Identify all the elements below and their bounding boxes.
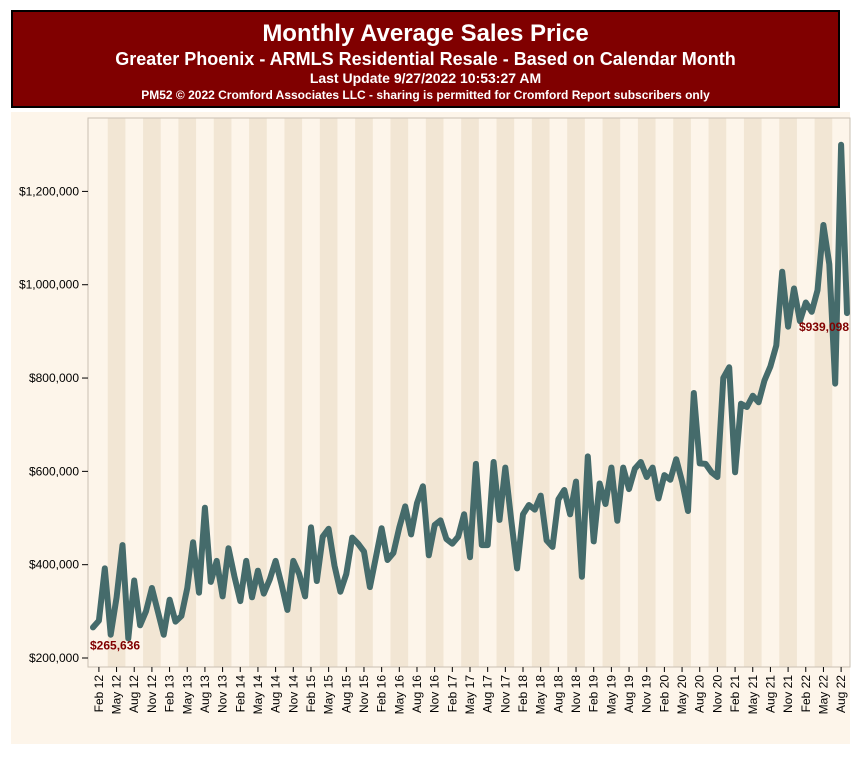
x-tick-label: Nov 18 — [569, 675, 583, 713]
y-tick-label: $600,000 — [29, 464, 79, 478]
chart-title: Monthly Average Sales Price — [262, 20, 589, 47]
x-tick-label: Nov 17 — [498, 675, 512, 713]
x-tick-label: Feb 15 — [304, 675, 318, 713]
x-tick-label: Nov 14 — [286, 675, 300, 713]
month-band — [531, 118, 550, 667]
month-band — [143, 118, 161, 667]
month-band — [284, 118, 303, 667]
month-band — [496, 118, 515, 667]
series-line — [90, 141, 850, 642]
x-tick-label: Aug 19 — [622, 675, 636, 713]
x-tick-label: Feb 20 — [657, 675, 671, 713]
x-tick-label: Feb 17 — [445, 675, 459, 713]
month-band — [390, 118, 409, 667]
value-annotation: $939,098 — [799, 320, 849, 334]
x-tick-label: May 19 — [604, 675, 618, 715]
x-tick-label: May 15 — [322, 675, 336, 715]
month-band — [637, 118, 656, 667]
x-tick-label: Nov 13 — [216, 675, 230, 713]
x-tick-label: May 14 — [251, 675, 265, 715]
month-band — [178, 118, 197, 667]
x-axis: Feb 12 May 12 Aug 12 Nov 12 Feb 13 May 13 Aug … — [92, 667, 848, 714]
x-tick-label: Aug 17 — [481, 675, 495, 713]
chart-subtitle: Greater Phoenix - ARMLS Residential Resa… — [115, 49, 736, 69]
chart-header: Monthly Average Sales Price Greater Phoe… — [11, 10, 840, 108]
x-tick-label: May 20 — [675, 675, 689, 715]
y-tick-label: $1,000,000 — [19, 278, 79, 292]
month-band — [107, 118, 126, 667]
x-tick-label: Feb 18 — [516, 675, 530, 713]
x-tick-label: Aug 20 — [693, 675, 707, 713]
x-tick-label: May 13 — [180, 675, 194, 715]
y-axis: $200,000 $400,000 $600,000 $800,000 $1,000,0… — [19, 184, 88, 665]
month-band — [213, 118, 232, 667]
x-tick-label: May 12 — [110, 675, 124, 715]
x-tick-label: May 18 — [534, 675, 548, 715]
value-annotation: $265,636 — [90, 638, 140, 652]
x-tick-label: May 22 — [816, 675, 830, 715]
month-band — [355, 118, 373, 667]
y-tick-label: $200,000 — [29, 651, 79, 665]
month-band — [425, 118, 444, 667]
x-tick-label: Feb 21 — [728, 675, 742, 713]
x-tick-label: Nov 12 — [145, 675, 159, 713]
x-tick-label: Aug 22 — [834, 675, 848, 713]
x-tick-label: May 16 — [392, 675, 406, 715]
x-tick-label: Aug 13 — [198, 675, 212, 713]
x-tick-label: Feb 12 — [92, 675, 106, 713]
x-tick-label: Feb 13 — [163, 675, 177, 713]
sales-price-chart: $200,000 $400,000 $600,000 $800,000 $1,000,0… — [11, 112, 851, 744]
x-tick-label: Nov 16 — [428, 675, 442, 713]
month-band — [249, 118, 267, 667]
x-tick-label: Aug 18 — [551, 675, 565, 713]
x-tick-label: Aug 14 — [269, 675, 283, 713]
month-band — [567, 118, 585, 667]
x-tick-label: May 21 — [746, 675, 760, 715]
month-band — [814, 118, 833, 667]
month-band — [743, 118, 762, 667]
month-band — [779, 118, 797, 667]
x-tick-label: Feb 14 — [233, 675, 247, 713]
x-tick-label: Nov 15 — [357, 675, 371, 713]
plot-area-border — [87, 117, 851, 668]
x-tick-label: Feb 19 — [587, 675, 601, 713]
x-tick-label: Aug 15 — [339, 675, 353, 713]
x-tick-label: Nov 19 — [640, 675, 654, 713]
month-band — [319, 118, 338, 667]
month-band — [461, 118, 479, 667]
y-tick-label: $800,000 — [29, 371, 79, 385]
y-tick-label: $400,000 — [29, 558, 79, 572]
x-tick-label: Nov 20 — [710, 675, 724, 713]
annotations: $265,636 $939,098 — [90, 320, 849, 652]
x-tick-label: Aug 12 — [127, 675, 141, 713]
x-tick-label: Aug 16 — [410, 675, 424, 713]
x-tick-label: Feb 22 — [799, 675, 813, 713]
x-tick-label: Nov 21 — [781, 675, 795, 713]
x-tick-label: Aug 21 — [763, 675, 777, 713]
y-tick-label: $1,200,000 — [19, 184, 79, 198]
month-band — [673, 118, 691, 667]
x-tick-label: May 17 — [463, 675, 477, 715]
month-band — [708, 118, 727, 667]
x-tick-label: Feb 16 — [375, 675, 389, 713]
month-band — [602, 118, 621, 667]
last-update-text: Last Update 9/27/2022 10:53:27 AM — [309, 70, 542, 86]
copyright-text: PM52 © 2022 Cromford Associates LLC - sh… — [141, 88, 710, 102]
